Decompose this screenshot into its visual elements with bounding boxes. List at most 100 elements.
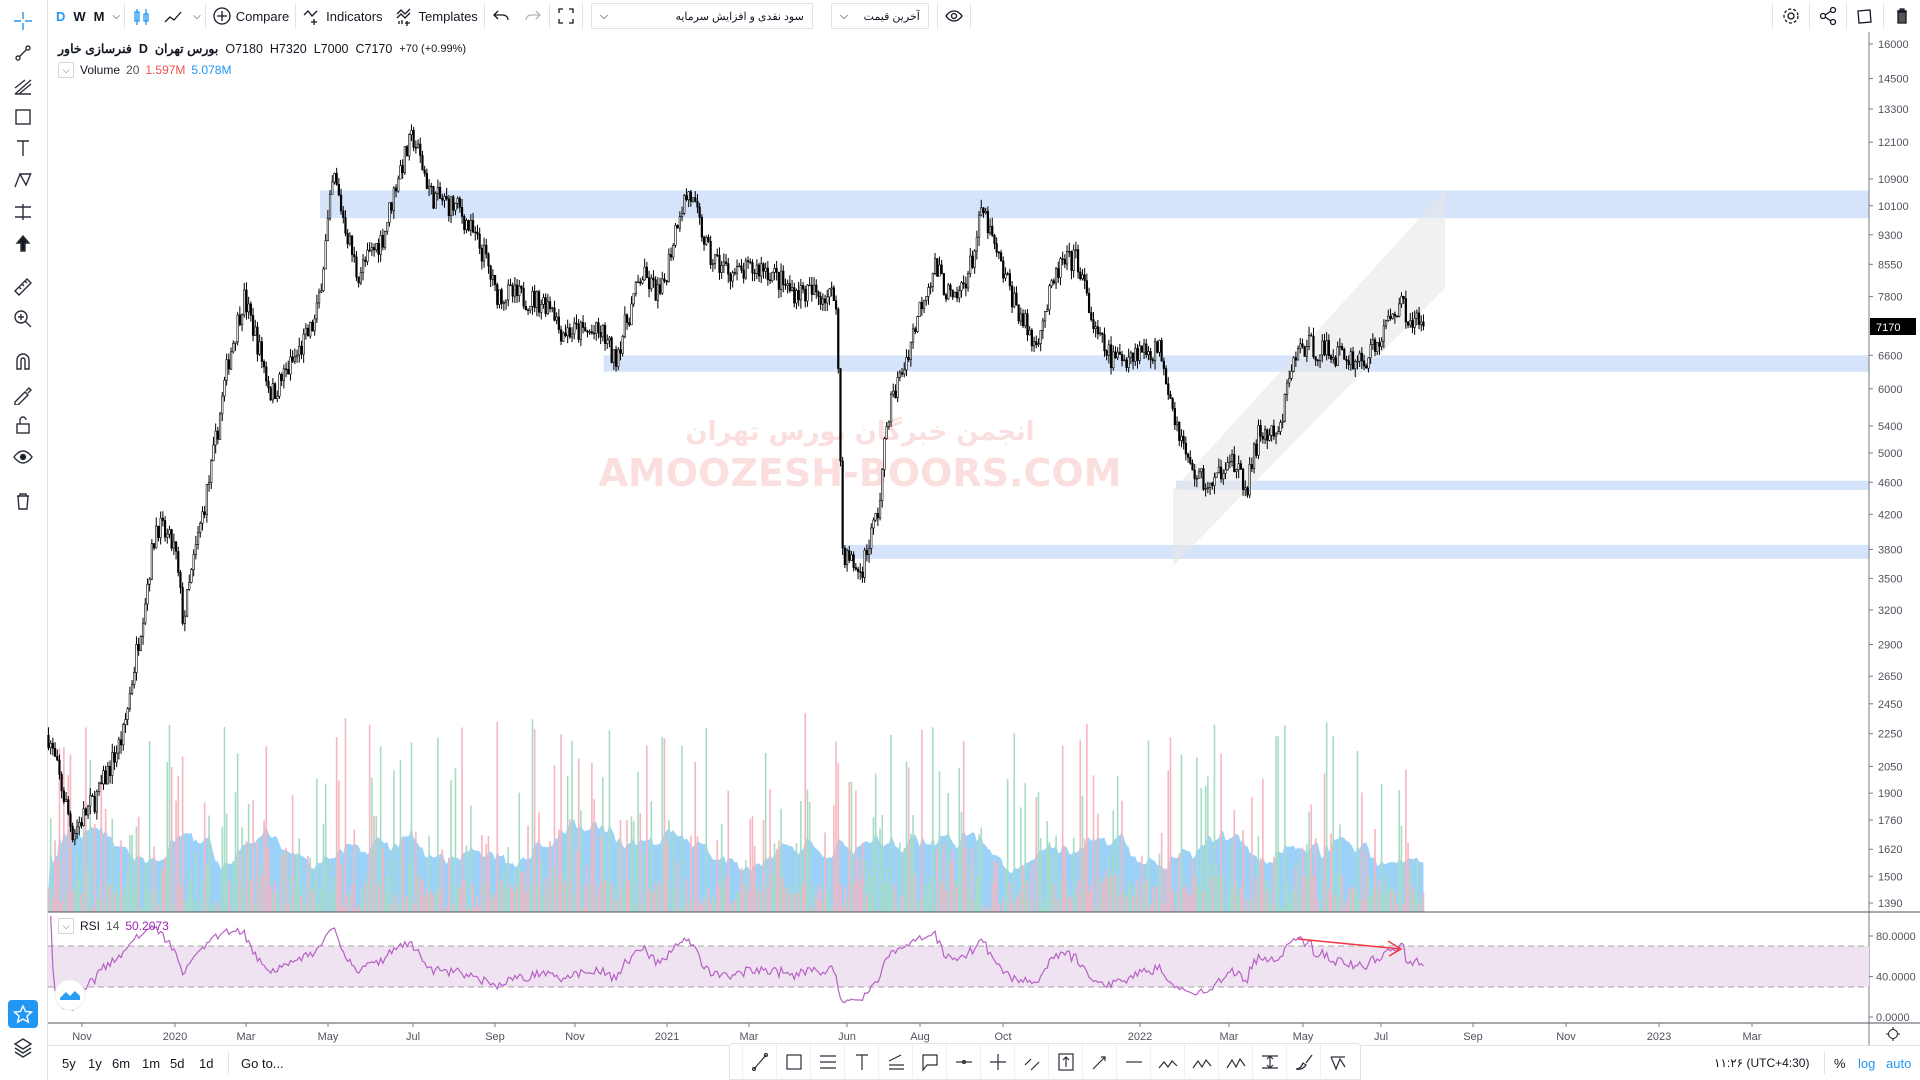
trend-line-icon[interactable] (8, 39, 38, 67)
range-1d[interactable]: 1d (199, 1056, 214, 1071)
ruler-icon[interactable] (8, 273, 38, 301)
compare-button[interactable]: Compare (206, 0, 295, 32)
cross-line-icon[interactable] (980, 1043, 1014, 1080)
text-icon[interactable] (844, 1043, 878, 1080)
volume-name[interactable]: Volume (80, 63, 121, 77)
percent-scale-toggle[interactable]: % (1834, 1056, 1846, 1071)
rectangle-icon[interactable] (776, 1043, 810, 1080)
candle (1059, 258, 1062, 278)
trend-line-icon[interactable] (742, 1043, 776, 1080)
candle (797, 290, 800, 301)
interval-d[interactable]: D (56, 8, 66, 24)
eye-visibility-icon[interactable] (938, 0, 970, 32)
date-price-range-icon[interactable] (1048, 1043, 1082, 1080)
legend-exchange: بورس تهران (154, 42, 219, 56)
settings-gear-icon[interactable] (1773, 0, 1809, 32)
auto-scale-toggle[interactable]: auto (1886, 1056, 1912, 1071)
volume-bar (916, 906, 919, 912)
support-resistance-zone[interactable] (319, 190, 1869, 219)
support-resistance-zone[interactable] (1176, 480, 1869, 491)
horizontal-line-icon[interactable] (1116, 1043, 1150, 1080)
candle (315, 302, 318, 320)
gann-fib-icon[interactable] (8, 72, 38, 100)
candles-style-icon[interactable] (125, 0, 157, 32)
time-axis[interactable]: Nov 2020 Mar May Jul Sep Nov 2021 Mar Jun Aug Oct 20… (72, 1023, 1762, 1043)
line-style-icon[interactable] (157, 0, 189, 32)
time-tick-label: Oct (994, 1031, 1011, 1043)
tradingview-logo[interactable] (54, 979, 86, 1011)
symbol-name[interactable]: فنرسازی خاور (58, 42, 132, 56)
fullscreen-icon[interactable] (550, 0, 582, 32)
candle (524, 305, 527, 311)
redo-icon[interactable] (517, 0, 549, 32)
arrow-icon[interactable] (1082, 1043, 1116, 1080)
candle (1299, 343, 1302, 349)
magnet-icon[interactable] (8, 348, 38, 376)
crosshair-icon[interactable] (8, 7, 38, 35)
eye-icon[interactable] (8, 443, 38, 471)
rectangle-shape-icon[interactable] (8, 103, 38, 131)
pattern-icon[interactable] (8, 166, 38, 194)
clock-timezone[interactable]: ۱۱:۲۶ (UTC+4:30) (1714, 1056, 1810, 1070)
log-scale-toggle[interactable]: log (1858, 1056, 1876, 1071)
rsi-axis[interactable]: 80.0000 40.0000 0.0000 (1869, 931, 1916, 1024)
fib-retracement-icon[interactable] (878, 1043, 912, 1080)
zoom-in-icon[interactable] (8, 305, 38, 333)
share-icon[interactable] (1810, 0, 1846, 32)
layers-icon[interactable] (8, 1033, 38, 1061)
star-favorites-icon[interactable] (8, 1000, 38, 1028)
abcd-pattern-icon[interactable] (1184, 1043, 1218, 1080)
collapse-chevron-icon[interactable]: ⌵ (58, 62, 74, 78)
lock-drawing-icon[interactable] (8, 380, 38, 408)
text-icon[interactable] (8, 134, 38, 162)
arrow-up-icon[interactable] (8, 230, 38, 258)
candle (786, 283, 789, 286)
axis-settings-icon[interactable] (1886, 1027, 1900, 1041)
range-1m[interactable]: 1m (142, 1056, 161, 1071)
candle (507, 284, 510, 301)
range-5d[interactable]: 5d (170, 1056, 185, 1071)
measure-projection-icon[interactable] (8, 198, 38, 226)
xabcd-pattern-icon[interactable] (1320, 1043, 1354, 1080)
elliott-wave-icon[interactable] (1150, 1043, 1184, 1080)
brush-icon[interactable] (1286, 1043, 1320, 1080)
rsi-name[interactable]: RSI (80, 919, 101, 933)
fib-extension-icon[interactable] (1252, 1043, 1286, 1080)
goto-button[interactable]: Go to... (241, 1056, 284, 1071)
horizontal-ray-icon[interactable] (946, 1043, 980, 1080)
price-axis[interactable]: 16000 14500 13300 12100 10900 10100 9300 8550 78… (1869, 39, 1909, 910)
indicators-button[interactable]: Indicators (296, 0, 388, 32)
snapshot-icon[interactable] (1847, 0, 1883, 32)
support-resistance-zone[interactable] (842, 544, 1869, 559)
support-resistance-zone[interactable] (603, 355, 1869, 372)
abe-pattern-icon[interactable] (1218, 1043, 1252, 1080)
price-source-dropdown[interactable]: ⌵ آخرین قیمت (830, 3, 929, 29)
candle (760, 263, 763, 277)
delete-trash-icon[interactable] (1884, 0, 1920, 32)
lock-icon[interactable] (8, 411, 38, 439)
undo-icon[interactable] (485, 0, 517, 32)
parallel-channel-drawing[interactable] (1173, 190, 1445, 566)
style-chevron-down-icon[interactable]: ⌵ (193, 10, 201, 22)
range-5y[interactable]: 5y (62, 1056, 76, 1071)
candle (1349, 351, 1352, 365)
range-1y[interactable]: 1y (88, 1056, 102, 1071)
callout-icon[interactable] (912, 1043, 946, 1080)
red-arrow-drawing[interactable] (1297, 938, 1403, 957)
trash-icon[interactable] (8, 487, 38, 515)
interval-chevron-down-icon[interactable]: ⌵ (112, 10, 121, 22)
divider (1772, 3, 1773, 29)
volume-bar (454, 768, 457, 912)
parallel-lines-icon[interactable] (1014, 1043, 1048, 1080)
volume-bar (153, 846, 155, 912)
interval-w[interactable]: W (73, 8, 86, 24)
range-6m[interactable]: 6m (112, 1056, 131, 1071)
adjustment-dropdown[interactable]: ⌵ سود نقدی و افزایش سرمایه (590, 3, 813, 29)
candle (56, 756, 59, 761)
interval-m[interactable]: M (93, 8, 105, 24)
collapse-chevron-icon[interactable]: ⌵ (58, 918, 74, 934)
parallel-channel-icon[interactable] (810, 1043, 844, 1080)
volume-bar (954, 878, 956, 912)
templates-button[interactable]: Templates (389, 0, 484, 32)
